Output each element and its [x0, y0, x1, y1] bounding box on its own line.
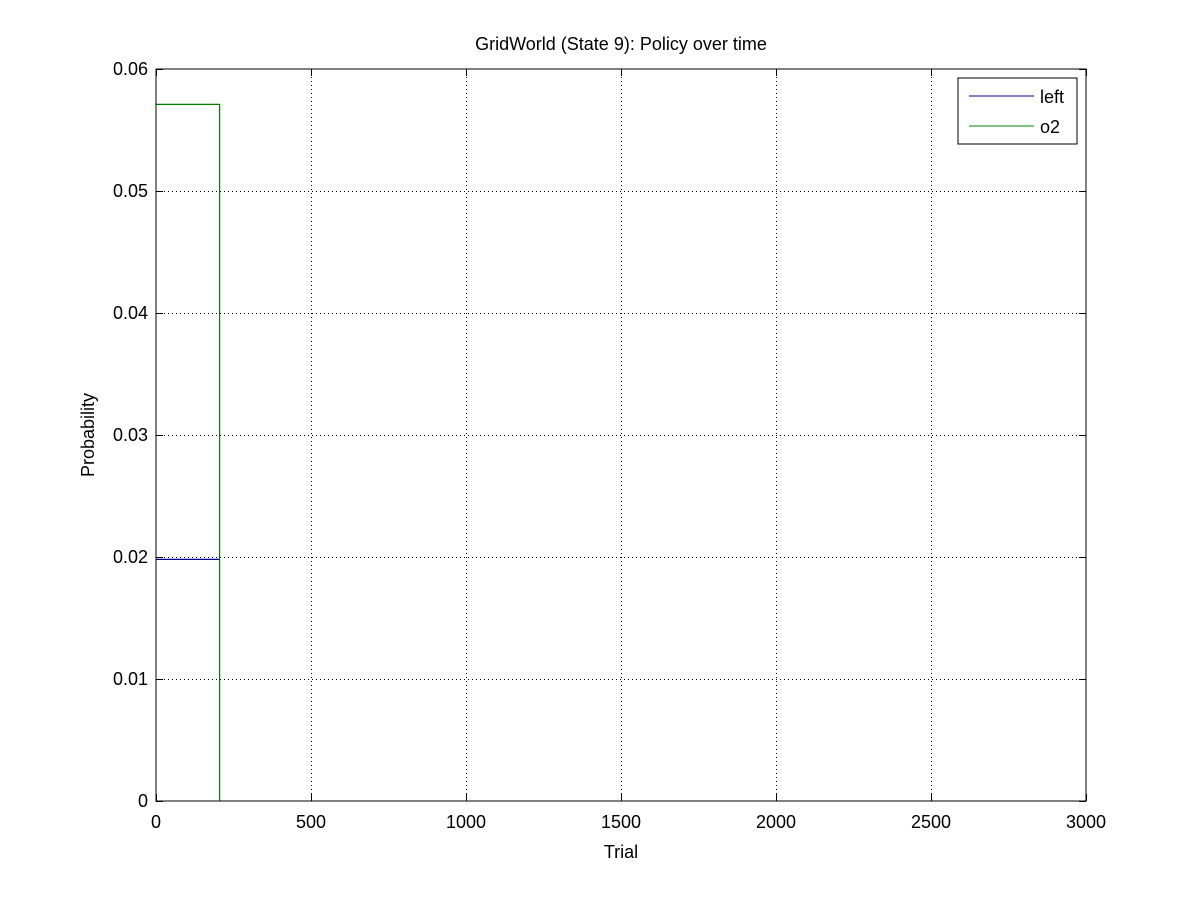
- y-tick-label: 0.04: [113, 303, 148, 323]
- x-axis-label: Trial: [604, 842, 638, 862]
- series-layer: [156, 103, 221, 801]
- series-line-o2: [156, 103, 221, 801]
- y-tick-label: 0: [138, 791, 148, 811]
- chart-title: GridWorld (State 9): Policy over time: [475, 34, 767, 54]
- y-tick-label: 0.06: [113, 59, 148, 79]
- ticks: [156, 69, 1087, 802]
- legend-label-o2: o2: [1040, 117, 1060, 137]
- x-tick-label: 2000: [756, 812, 796, 832]
- x-tick-label: 2500: [911, 812, 951, 832]
- legend-label-left: left: [1040, 87, 1064, 107]
- legend-box: [957, 77, 1078, 145]
- x-tick-labels: 0 500 1000 1500 2000 2500 3000: [151, 812, 1106, 832]
- x-tick-label: 0: [151, 812, 161, 832]
- y-tick-label: 0.03: [113, 425, 148, 445]
- legend: left o2: [957, 77, 1078, 145]
- y-tick-labels: 0 0.01 0.02 0.03 0.04 0.05 0.06: [113, 59, 148, 811]
- x-tick-label: 1500: [601, 812, 641, 832]
- y-tick-label: 0.01: [113, 669, 148, 689]
- y-tick-label: 0.02: [113, 547, 148, 567]
- x-tick-label: 1000: [446, 812, 486, 832]
- x-tick-label: 3000: [1066, 812, 1106, 832]
- grid: [156, 69, 1086, 801]
- x-tick-label: 500: [296, 812, 326, 832]
- y-tick-label: 0.05: [113, 181, 148, 201]
- y-axis-label: Probability: [78, 393, 98, 477]
